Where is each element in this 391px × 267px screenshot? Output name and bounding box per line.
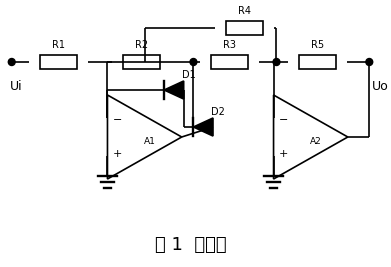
Text: +: + — [112, 149, 122, 159]
Text: Ui: Ui — [10, 80, 22, 93]
Text: R4: R4 — [238, 6, 251, 16]
Circle shape — [366, 58, 373, 65]
Polygon shape — [164, 81, 184, 99]
Text: R1: R1 — [52, 40, 65, 50]
Text: A1: A1 — [143, 138, 155, 147]
Bar — [226, 21, 263, 35]
Bar — [40, 55, 77, 69]
Text: A2: A2 — [310, 138, 321, 147]
Bar — [299, 55, 336, 69]
Text: D2: D2 — [211, 107, 225, 117]
Text: R2: R2 — [135, 40, 148, 50]
Circle shape — [190, 58, 197, 65]
Text: 图 1  经典型: 图 1 经典型 — [155, 236, 226, 254]
Text: −: − — [112, 115, 122, 125]
Text: R3: R3 — [223, 40, 236, 50]
Circle shape — [273, 58, 280, 65]
Circle shape — [8, 58, 15, 65]
Bar — [211, 55, 248, 69]
Bar — [123, 55, 160, 69]
Polygon shape — [194, 118, 213, 136]
Text: R5: R5 — [311, 40, 324, 50]
Text: −: − — [278, 115, 288, 125]
Text: Uo: Uo — [372, 80, 389, 93]
Text: D1: D1 — [182, 70, 196, 80]
Text: +: + — [278, 149, 288, 159]
